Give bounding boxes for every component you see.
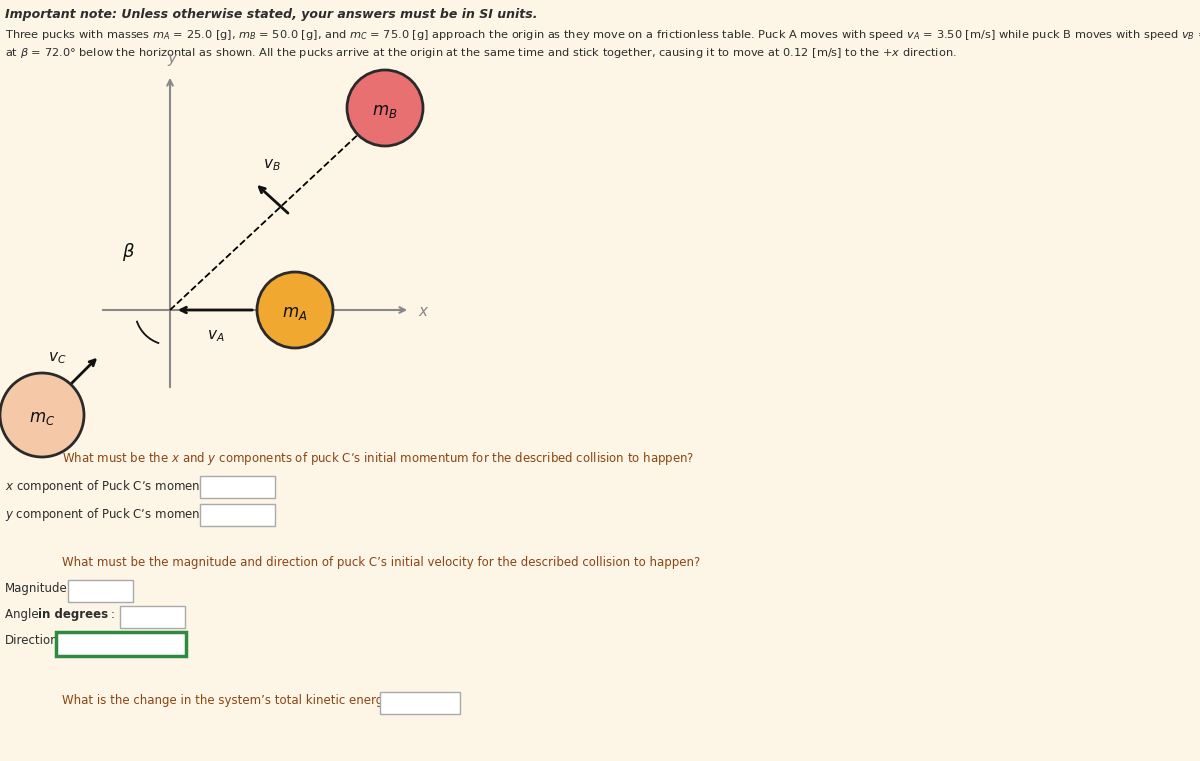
Text: What is the change in the system’s total kinetic energy?: What is the change in the system’s total… — [62, 694, 396, 707]
Text: Three pucks with masses $m_A$ = 25.0 [g], $m_B$ = 50.0 [g], and $m_C$ = 75.0 [g]: Three pucks with masses $m_A$ = 25.0 [g]… — [5, 28, 1200, 42]
Bar — [120, 606, 185, 628]
Text: $x$: $x$ — [418, 304, 430, 320]
Circle shape — [0, 373, 84, 457]
Text: Magnitude:: Magnitude: — [5, 582, 72, 595]
Bar — [200, 504, 275, 526]
Text: $m_C$: $m_C$ — [29, 409, 55, 427]
Text: $m_B$: $m_B$ — [372, 102, 397, 120]
Text: Direction:: Direction: — [5, 634, 62, 647]
Text: $x$ component of Puck C’s momentum:: $x$ component of Puck C’s momentum: — [5, 478, 227, 495]
Text: at $\beta$ = 72.0° below the horizontal as shown. All the pucks arrive at the or: at $\beta$ = 72.0° below the horizontal … — [5, 46, 956, 60]
Circle shape — [257, 272, 334, 348]
Text: $m_A$: $m_A$ — [282, 304, 307, 322]
Bar — [380, 692, 460, 714]
Circle shape — [347, 70, 424, 146]
Text: ⇕: ⇕ — [164, 634, 175, 647]
Bar — [200, 476, 275, 498]
Text: What must be the magnitude and direction of puck C’s initial velocity for the de: What must be the magnitude and direction… — [62, 556, 701, 569]
Text: :: : — [112, 608, 115, 621]
Text: $v_C$: $v_C$ — [48, 350, 66, 366]
Text: $v_B$: $v_B$ — [263, 158, 281, 173]
Text: What must be the $x$ and $y$ components of puck C’s initial momentum for the des: What must be the $x$ and $y$ components … — [62, 450, 695, 467]
Bar — [68, 580, 133, 602]
Bar — [56, 632, 186, 656]
Text: Important note: Unless otherwise stated, your answers must be in SI units.: Important note: Unless otherwise stated,… — [5, 8, 538, 21]
Text: Angle: Angle — [5, 608, 42, 621]
Text: in degrees: in degrees — [38, 608, 108, 621]
Text: $\beta$: $\beta$ — [121, 241, 134, 263]
Text: $v_A$: $v_A$ — [208, 328, 224, 344]
Text: $y$: $y$ — [167, 52, 179, 68]
Text: $y$ component of Puck C’s momentum:: $y$ component of Puck C’s momentum: — [5, 506, 227, 523]
